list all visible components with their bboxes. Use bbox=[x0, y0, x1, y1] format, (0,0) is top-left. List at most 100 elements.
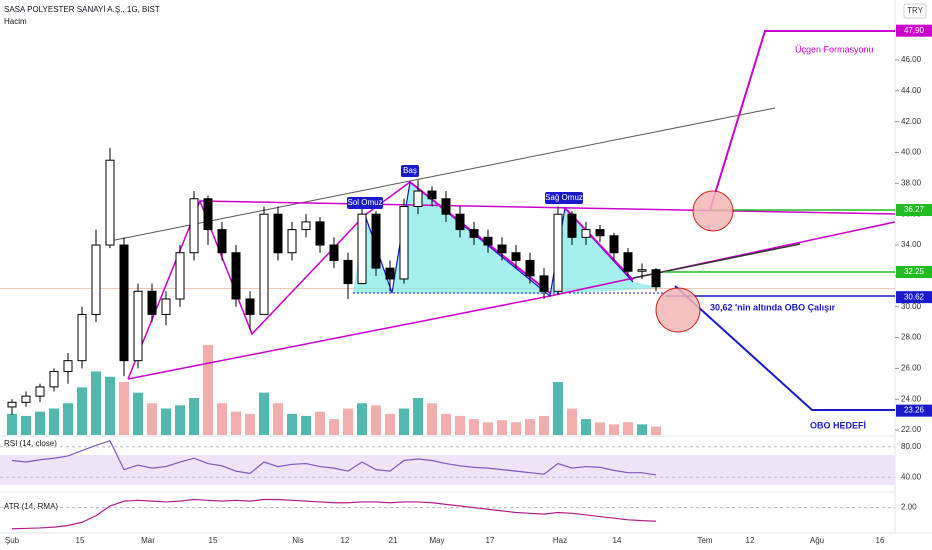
candle-body bbox=[511, 252, 521, 261]
x-tick-label: Tem bbox=[697, 536, 712, 545]
price-label: 47.90 bbox=[904, 26, 925, 35]
atr-label: ATR (14, RMA) bbox=[4, 502, 58, 511]
annotation: Üçgen Formasyonu bbox=[795, 44, 874, 54]
volume-bar bbox=[175, 405, 185, 435]
volume-bar bbox=[427, 403, 437, 435]
volume-bar bbox=[189, 397, 199, 435]
candle-body bbox=[161, 298, 171, 315]
y-tick-label: 38.00 bbox=[901, 178, 922, 187]
candle-body bbox=[399, 205, 409, 280]
candle-body bbox=[7, 401, 17, 408]
volume-bar bbox=[49, 408, 59, 435]
y-tick-label: 34.00 bbox=[901, 240, 922, 249]
y-tick-label: 2.00 bbox=[901, 503, 917, 512]
volume-bar bbox=[133, 392, 143, 435]
annotation: OBO HEDEFİ bbox=[810, 420, 866, 430]
volume-bar bbox=[287, 413, 297, 435]
y-tick-label: 30.00 bbox=[901, 302, 922, 311]
price-label: 32.25 bbox=[904, 267, 925, 276]
candle-body bbox=[189, 198, 199, 254]
volume-bar bbox=[623, 422, 633, 435]
y-tick-label: 46.00 bbox=[901, 55, 922, 64]
candle-body bbox=[553, 213, 563, 292]
volume-bar bbox=[637, 424, 647, 435]
candle-body bbox=[231, 252, 241, 300]
volume-bar bbox=[511, 422, 521, 435]
candle-body bbox=[595, 229, 605, 237]
candle-body bbox=[77, 313, 87, 362]
y-tick-label: 22.00 bbox=[901, 425, 922, 434]
atr-line bbox=[11, 498, 657, 530]
title: SASA POLYESTER SANAYİ A.Ş., 1G, BIST bbox=[4, 5, 160, 14]
volume-bar bbox=[469, 419, 479, 435]
price-label-box bbox=[896, 266, 932, 279]
volume-bar bbox=[21, 415, 31, 435]
candle-body bbox=[21, 395, 31, 403]
candle-body bbox=[357, 213, 367, 285]
volume-bar bbox=[231, 411, 241, 435]
candle-body bbox=[567, 213, 577, 238]
volume-bar bbox=[595, 422, 605, 435]
candle-body bbox=[245, 298, 255, 315]
candle-body bbox=[105, 159, 115, 246]
y-tick-label: 44.00 bbox=[901, 86, 922, 95]
volume-label: Hacim bbox=[4, 17, 27, 26]
x-tick-label: 16 bbox=[876, 536, 885, 545]
volume-bar bbox=[455, 415, 465, 435]
price-label-box bbox=[896, 404, 932, 417]
candle-body bbox=[441, 198, 451, 215]
x-tick-label: Haz bbox=[553, 536, 567, 545]
candle-body bbox=[63, 360, 73, 372]
volume-bar bbox=[581, 419, 591, 435]
volume-bar bbox=[217, 403, 227, 435]
x-tick-label: 12 bbox=[746, 536, 755, 545]
volume-bar bbox=[553, 382, 563, 435]
rsi-label: RSI (14, close) bbox=[4, 439, 57, 448]
candle-body bbox=[49, 370, 59, 388]
candle-body bbox=[427, 190, 437, 200]
y-tick-label: 26.00 bbox=[901, 363, 922, 372]
volume-bar bbox=[567, 408, 577, 435]
candle-body bbox=[651, 269, 661, 288]
volume-bar bbox=[119, 382, 129, 435]
candle-body bbox=[35, 386, 45, 397]
volume-bar bbox=[35, 411, 45, 435]
candle-body bbox=[497, 244, 507, 254]
volume-bar bbox=[259, 392, 269, 435]
volume-bar bbox=[273, 403, 283, 435]
volume-bar bbox=[245, 413, 255, 435]
volume-bar bbox=[357, 403, 367, 435]
volume-bar bbox=[7, 413, 17, 435]
volume-bar bbox=[525, 419, 535, 435]
x-tick-label: 12 bbox=[341, 536, 350, 545]
candle-body bbox=[301, 221, 311, 231]
x-tick-label: 21 bbox=[389, 536, 398, 545]
candle-body bbox=[581, 229, 591, 238]
x-tick-label: 17 bbox=[486, 536, 495, 545]
currency: TRY bbox=[907, 6, 924, 15]
y-tick-label: 42.00 bbox=[901, 117, 922, 126]
candle-body bbox=[147, 290, 157, 315]
volume-bar bbox=[203, 345, 213, 435]
volume-bar bbox=[609, 424, 619, 435]
annotation: Sağ Omuz bbox=[545, 193, 583, 202]
volume-bar bbox=[91, 371, 101, 435]
volume bbox=[7, 345, 661, 435]
volume-bar bbox=[441, 413, 451, 435]
x-tick-label: Ağu bbox=[810, 536, 824, 545]
candle-body bbox=[539, 275, 549, 292]
x-tick-label: 15 bbox=[209, 536, 218, 545]
candles bbox=[7, 147, 661, 415]
price-label-box bbox=[896, 24, 932, 37]
price-label-box bbox=[896, 204, 932, 217]
candle-body bbox=[91, 244, 101, 315]
y-tick-label: 40.00 bbox=[901, 148, 922, 157]
y-tick-label: 40.00 bbox=[901, 472, 922, 481]
x-tick-label: 15 bbox=[76, 536, 85, 545]
volume-bar bbox=[77, 387, 87, 435]
candle-body bbox=[259, 213, 269, 315]
volume-bar bbox=[483, 422, 493, 435]
candle-body bbox=[385, 267, 395, 280]
x-tick-label: May bbox=[429, 536, 444, 545]
